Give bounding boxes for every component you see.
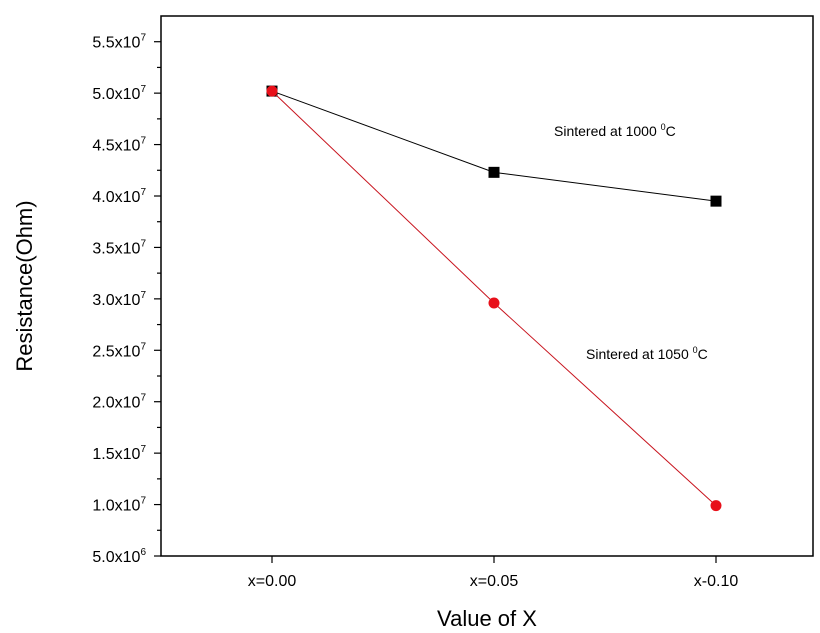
y-tick-label: 4.0x107 [92, 187, 146, 206]
series-line [271, 90, 717, 202]
data-point [488, 297, 500, 309]
y-tick-label: 4.5x107 [92, 136, 146, 155]
y-tick-label: 3.0x107 [92, 290, 146, 309]
y-tick-label: 1.5x107 [92, 444, 146, 463]
series-label-1000: Sintered at 1000 0C [554, 122, 676, 139]
y-tick-label: 3.5x107 [92, 238, 146, 257]
y-tick-label: 2.5x107 [92, 341, 146, 360]
data-point [266, 85, 278, 97]
x-axis: x=0.00 x=0.05 x-0.10 [248, 556, 739, 590]
x-tick-label: x=0.00 [248, 573, 297, 590]
data-point [710, 500, 722, 512]
y-tick-label: 5.0x106 [92, 547, 146, 566]
x-axis-title: Value of X [437, 606, 537, 631]
series-label-1050: Sintered at 1050 0C [586, 345, 708, 362]
series-layer [266, 85, 722, 512]
y-tick-label: 2.0x107 [92, 393, 146, 412]
y-tick-label: 5.0x107 [92, 84, 146, 103]
y-axis-title: Resistance(Ohm) [12, 200, 37, 371]
y-tick-label: 1.0x107 [92, 496, 146, 515]
y-tick-label: 5.5x107 [92, 33, 146, 52]
data-point [488, 166, 500, 178]
x-tick-label: x-0.10 [694, 573, 739, 590]
plot-frame [160, 15, 814, 557]
data-point [710, 195, 722, 207]
y-axis: 5.0x106 1.0x107 1.5x107 2.0x107 2.5x107 3.0x1… [92, 33, 161, 566]
x-tick-label: x=0.05 [470, 573, 519, 590]
